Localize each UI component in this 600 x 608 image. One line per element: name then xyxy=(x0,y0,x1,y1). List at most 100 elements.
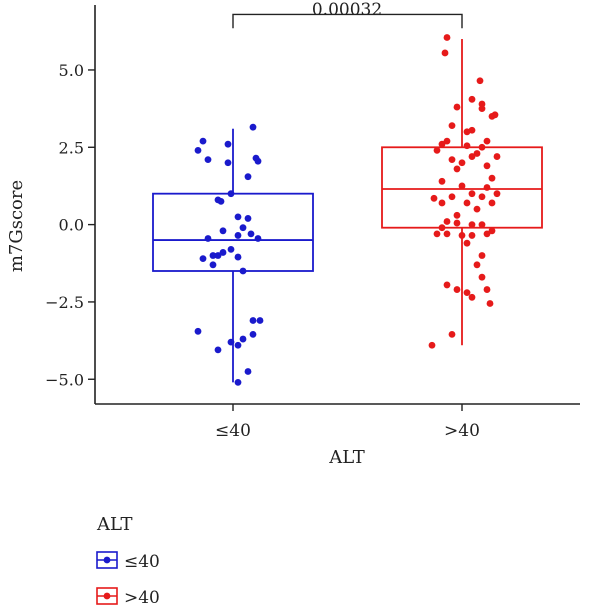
data-point xyxy=(254,235,262,242)
data-point xyxy=(443,34,451,41)
data-point xyxy=(483,137,491,145)
data-point xyxy=(453,219,461,227)
data-point xyxy=(239,335,247,343)
data-point xyxy=(493,153,501,160)
data-point xyxy=(428,341,436,349)
data-point xyxy=(453,211,461,219)
data-point xyxy=(483,162,491,170)
data-point xyxy=(483,230,491,238)
data-point xyxy=(453,165,461,173)
data-point xyxy=(433,230,441,238)
data-point xyxy=(458,159,466,167)
box-iqr xyxy=(381,146,543,229)
legend: ALT ≤40 >40 xyxy=(96,514,160,608)
data-point xyxy=(463,199,471,207)
y-ticks: 5.0 2.5 0.0 −2.5 −5.0 xyxy=(45,61,95,389)
data-point xyxy=(486,300,494,307)
data-point xyxy=(209,261,217,269)
y-tick-label: 5.0 xyxy=(59,61,84,80)
data-point xyxy=(194,327,202,335)
data-point xyxy=(234,253,242,261)
x-tick-label: ≤40 xyxy=(215,421,251,441)
legend-item: ≤40 xyxy=(96,551,160,572)
data-point xyxy=(443,137,451,145)
data-point xyxy=(483,286,491,293)
data-point xyxy=(249,317,257,324)
data-point xyxy=(227,338,235,346)
data-point xyxy=(234,378,242,386)
data-point xyxy=(468,232,476,239)
data-point xyxy=(478,193,486,201)
data-point xyxy=(468,190,476,198)
data-point xyxy=(234,213,242,221)
y-tick-label: 0.0 xyxy=(59,216,84,235)
x-tick-label: >40 xyxy=(444,421,480,441)
data-point xyxy=(438,224,446,232)
data-point xyxy=(234,232,242,239)
axes xyxy=(94,5,580,405)
data-point xyxy=(458,232,466,239)
data-point xyxy=(458,182,466,190)
data-point xyxy=(217,198,225,205)
data-point xyxy=(478,105,486,113)
data-point xyxy=(239,224,247,232)
data-point xyxy=(247,230,255,238)
data-point xyxy=(473,261,481,269)
x-ticks: ≤40 >40 xyxy=(215,404,480,441)
data-point xyxy=(468,126,476,134)
significance-bracket-line xyxy=(232,13,463,29)
data-point xyxy=(256,317,264,324)
box-iqr xyxy=(152,192,314,272)
data-point xyxy=(244,368,252,375)
data-point xyxy=(433,146,441,154)
data-point xyxy=(468,293,476,301)
box-gt40 xyxy=(381,39,543,346)
data-point xyxy=(468,153,476,160)
data-point xyxy=(478,273,486,281)
data-point xyxy=(244,173,252,181)
data-point xyxy=(204,156,212,164)
data-point xyxy=(249,123,257,131)
legend-items: ≤40 >40 xyxy=(96,551,160,608)
data-point xyxy=(443,218,451,225)
data-point xyxy=(473,205,481,213)
data-point xyxy=(478,143,486,151)
data-point xyxy=(488,174,496,182)
data-point xyxy=(448,122,456,130)
y-tick-label: −2.5 xyxy=(45,293,84,312)
legend-title: ALT xyxy=(96,514,133,535)
data-point xyxy=(219,249,227,256)
data-point xyxy=(224,140,232,148)
data-point xyxy=(473,150,481,157)
data-point xyxy=(199,137,207,145)
data-point xyxy=(476,77,484,85)
data-point xyxy=(209,252,217,259)
data-point xyxy=(443,230,451,238)
legend-label: >40 xyxy=(124,588,160,608)
data-point xyxy=(249,331,257,338)
data-points xyxy=(194,34,501,386)
data-point xyxy=(453,103,461,111)
data-point xyxy=(430,194,438,202)
data-point xyxy=(199,255,207,263)
data-point xyxy=(219,227,227,235)
data-point xyxy=(448,193,456,201)
p-value-label: 0.00032 xyxy=(312,0,382,20)
data-point xyxy=(204,235,212,242)
data-point xyxy=(448,156,456,164)
data-point xyxy=(488,199,496,207)
data-point xyxy=(438,177,446,185)
data-point xyxy=(227,190,235,198)
legend-label: ≤40 xyxy=(124,552,160,572)
data-point xyxy=(488,112,496,120)
significance-bracket: 0.00032 xyxy=(232,0,463,29)
data-point xyxy=(463,289,471,297)
data-point xyxy=(483,184,491,191)
data-point xyxy=(493,190,501,198)
data-point xyxy=(227,245,235,253)
data-point xyxy=(488,227,496,235)
data-point xyxy=(438,140,446,148)
y-tick-label: −5.0 xyxy=(45,370,84,389)
legend-key-point xyxy=(103,592,111,600)
data-point xyxy=(463,239,471,247)
